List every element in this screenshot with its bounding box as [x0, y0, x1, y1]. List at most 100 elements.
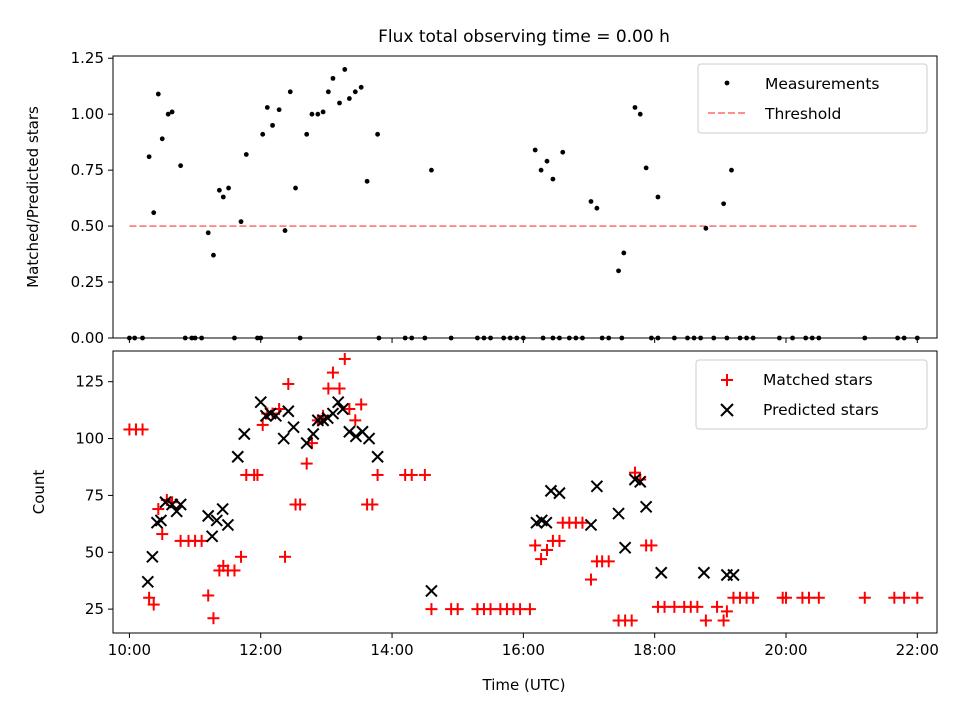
measurement-point [352, 89, 358, 95]
predicted-star-point [282, 405, 295, 418]
measurement-point [151, 210, 157, 216]
count-plot-frame [112, 350, 938, 634]
measurement-point [205, 230, 211, 236]
matched-star-point [322, 382, 335, 395]
matched-star-point [529, 539, 542, 552]
matched-star-point [717, 614, 730, 627]
chart-title: Flux total observing time = 0.00 h [378, 27, 670, 47]
predicted-star-point [639, 500, 653, 513]
measurement-point [342, 67, 348, 72]
matched-star-point [720, 605, 733, 618]
measurement-point [721, 201, 727, 207]
matched-star-point [812, 591, 825, 604]
measurement-point [238, 219, 244, 225]
measurement-point [169, 109, 175, 115]
measurement-point [293, 185, 298, 191]
predicted-star-point [371, 450, 384, 463]
measurement-point [364, 178, 370, 184]
matched-star-point [576, 516, 589, 529]
matched-star-point [911, 591, 924, 604]
matched-star-point [349, 414, 362, 427]
measurement-point [270, 122, 275, 128]
measurement-point [346, 96, 352, 101]
predicted-star-point [349, 430, 363, 443]
measurement-point [330, 75, 336, 81]
matched-star-point [699, 614, 712, 627]
matched-star-point [523, 603, 536, 616]
predicted-star-point [590, 480, 604, 493]
measurement-point [315, 111, 321, 117]
matched-star-point [251, 468, 264, 481]
count-y-ticks: 25 50 75 100 125 [75, 373, 113, 618]
legend-predicted-label: Predicted stars [763, 401, 879, 419]
measurement-point [544, 158, 550, 164]
count-y-axis-label: Count [30, 470, 48, 515]
y-tick-label: 25 [85, 600, 104, 618]
matched-star-point [371, 468, 384, 481]
matched-star-point [152, 503, 165, 516]
measurement-point [337, 100, 342, 106]
matched-star-point [235, 550, 248, 563]
matched-star-point [540, 543, 553, 556]
predicted-star-point [146, 550, 159, 564]
predicted-star-point [238, 427, 251, 441]
x-tick-label: 12:00 [239, 641, 282, 659]
x-tick-label: 18:00 [633, 641, 676, 659]
predicted-star-point [269, 409, 283, 423]
x-tick-label: 10:00 [108, 641, 151, 659]
predicted-star-point [216, 502, 229, 516]
x-tick-label: 20:00 [764, 641, 807, 659]
measurement-point [429, 167, 434, 173]
matched-star-point [418, 468, 431, 481]
measurement-point [358, 84, 364, 90]
measurement-point [216, 187, 222, 193]
matched-star-point [405, 468, 418, 481]
measurement-point [538, 167, 544, 173]
predicted-star-point [277, 432, 290, 445]
measurement-point [703, 225, 709, 231]
y-tick-label: 0.50 [71, 217, 104, 235]
predicted-star-point [300, 436, 313, 450]
measurement-point [276, 107, 282, 113]
matched-star-point [451, 603, 464, 616]
measurement-point [637, 111, 643, 117]
measurement-point [588, 199, 594, 204]
predicted-star-point [205, 530, 219, 543]
y-tick-label: 125 [75, 373, 104, 391]
y-tick-label: 1.25 [71, 49, 104, 67]
predicted-star-point [612, 507, 625, 520]
measurement-point [165, 111, 171, 117]
predicted-star-point [584, 518, 598, 532]
predicted-star-point [311, 414, 325, 427]
predicted-star-point [254, 395, 267, 409]
measurement-point [375, 131, 380, 137]
matched-star-point [343, 402, 356, 415]
predicted-star-points [141, 395, 740, 598]
matched-star-point [195, 534, 208, 547]
predicted-star-point [425, 584, 438, 598]
y-tick-label: 50 [85, 543, 104, 561]
measurement-point [616, 268, 621, 274]
measurement-point [320, 109, 326, 115]
matched-star-point [147, 598, 160, 611]
predicted-star-point [331, 395, 345, 409]
matched-star-point [779, 591, 792, 604]
predicted-star-point [553, 486, 566, 500]
matched-star-point [366, 498, 379, 511]
measurement-point [287, 89, 293, 95]
measurement-point [655, 194, 661, 200]
matched-star-point [553, 534, 566, 547]
matched-star-point [535, 553, 548, 566]
predicted-star-point [174, 498, 187, 511]
y-tick-label: 0.25 [71, 273, 104, 291]
predicted-star-point [307, 427, 320, 441]
measurement-point [264, 105, 270, 110]
predicted-star-point [141, 575, 155, 589]
predicted-star-point [618, 541, 632, 554]
x-axis-label: Time (UTC) [482, 676, 566, 694]
measurement-point [550, 176, 556, 182]
y-tick-label: 75 [85, 486, 104, 504]
measurement-point [325, 89, 331, 95]
matched-star-point [355, 398, 368, 411]
